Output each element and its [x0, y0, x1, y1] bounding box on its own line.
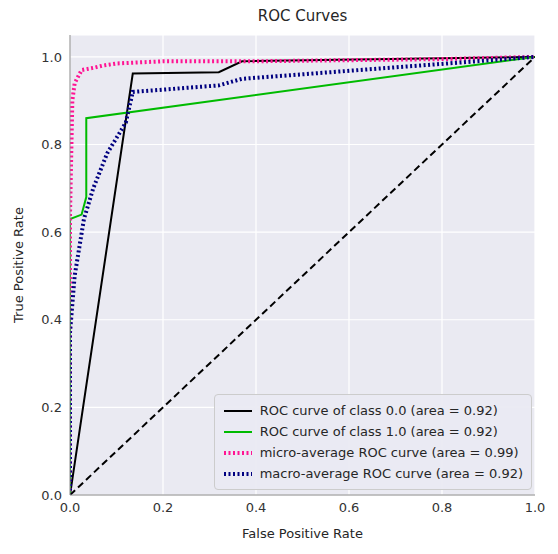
svg-text:0.2: 0.2 [41, 400, 62, 415]
svg-text:0.8: 0.8 [41, 137, 62, 152]
html-text:ROC curve of class 1.0 (area =: ROC curve of class 1.0 (area = 0.92) [259, 424, 498, 439]
svg-text:0.8: 0.8 [432, 500, 453, 515]
svg-text:0.0: 0.0 [60, 500, 81, 515]
html-text:True Positive Rate: True Positive Rate [10, 207, 26, 323]
svg-text:0.6: 0.6 [41, 225, 62, 240]
html-text:macro-average ROC curve (area: macro-average ROC curve (area = 0.92) [259, 466, 523, 481]
svg-text:0.0: 0.0 [41, 488, 62, 503]
svg-text:1.0: 1.0 [525, 500, 546, 515]
html-text:micro-average ROC curve (area: micro-average ROC curve (area = 0.99) [259, 445, 519, 460]
html-text:ROC Curves: ROC Curves [257, 7, 348, 25]
html-text:ROC curve of class 0.0 (area =: ROC curve of class 0.0 (area = 0.92) [259, 403, 498, 418]
svg-text:0.6: 0.6 [339, 500, 360, 515]
html-text:False Positive Rate: False Positive Rate [242, 526, 363, 541]
svg-text:0.4: 0.4 [246, 500, 267, 515]
svg-text:0.2: 0.2 [153, 500, 174, 515]
svg-text:0.4: 0.4 [41, 312, 62, 327]
svg-text:1.0: 1.0 [41, 50, 62, 65]
